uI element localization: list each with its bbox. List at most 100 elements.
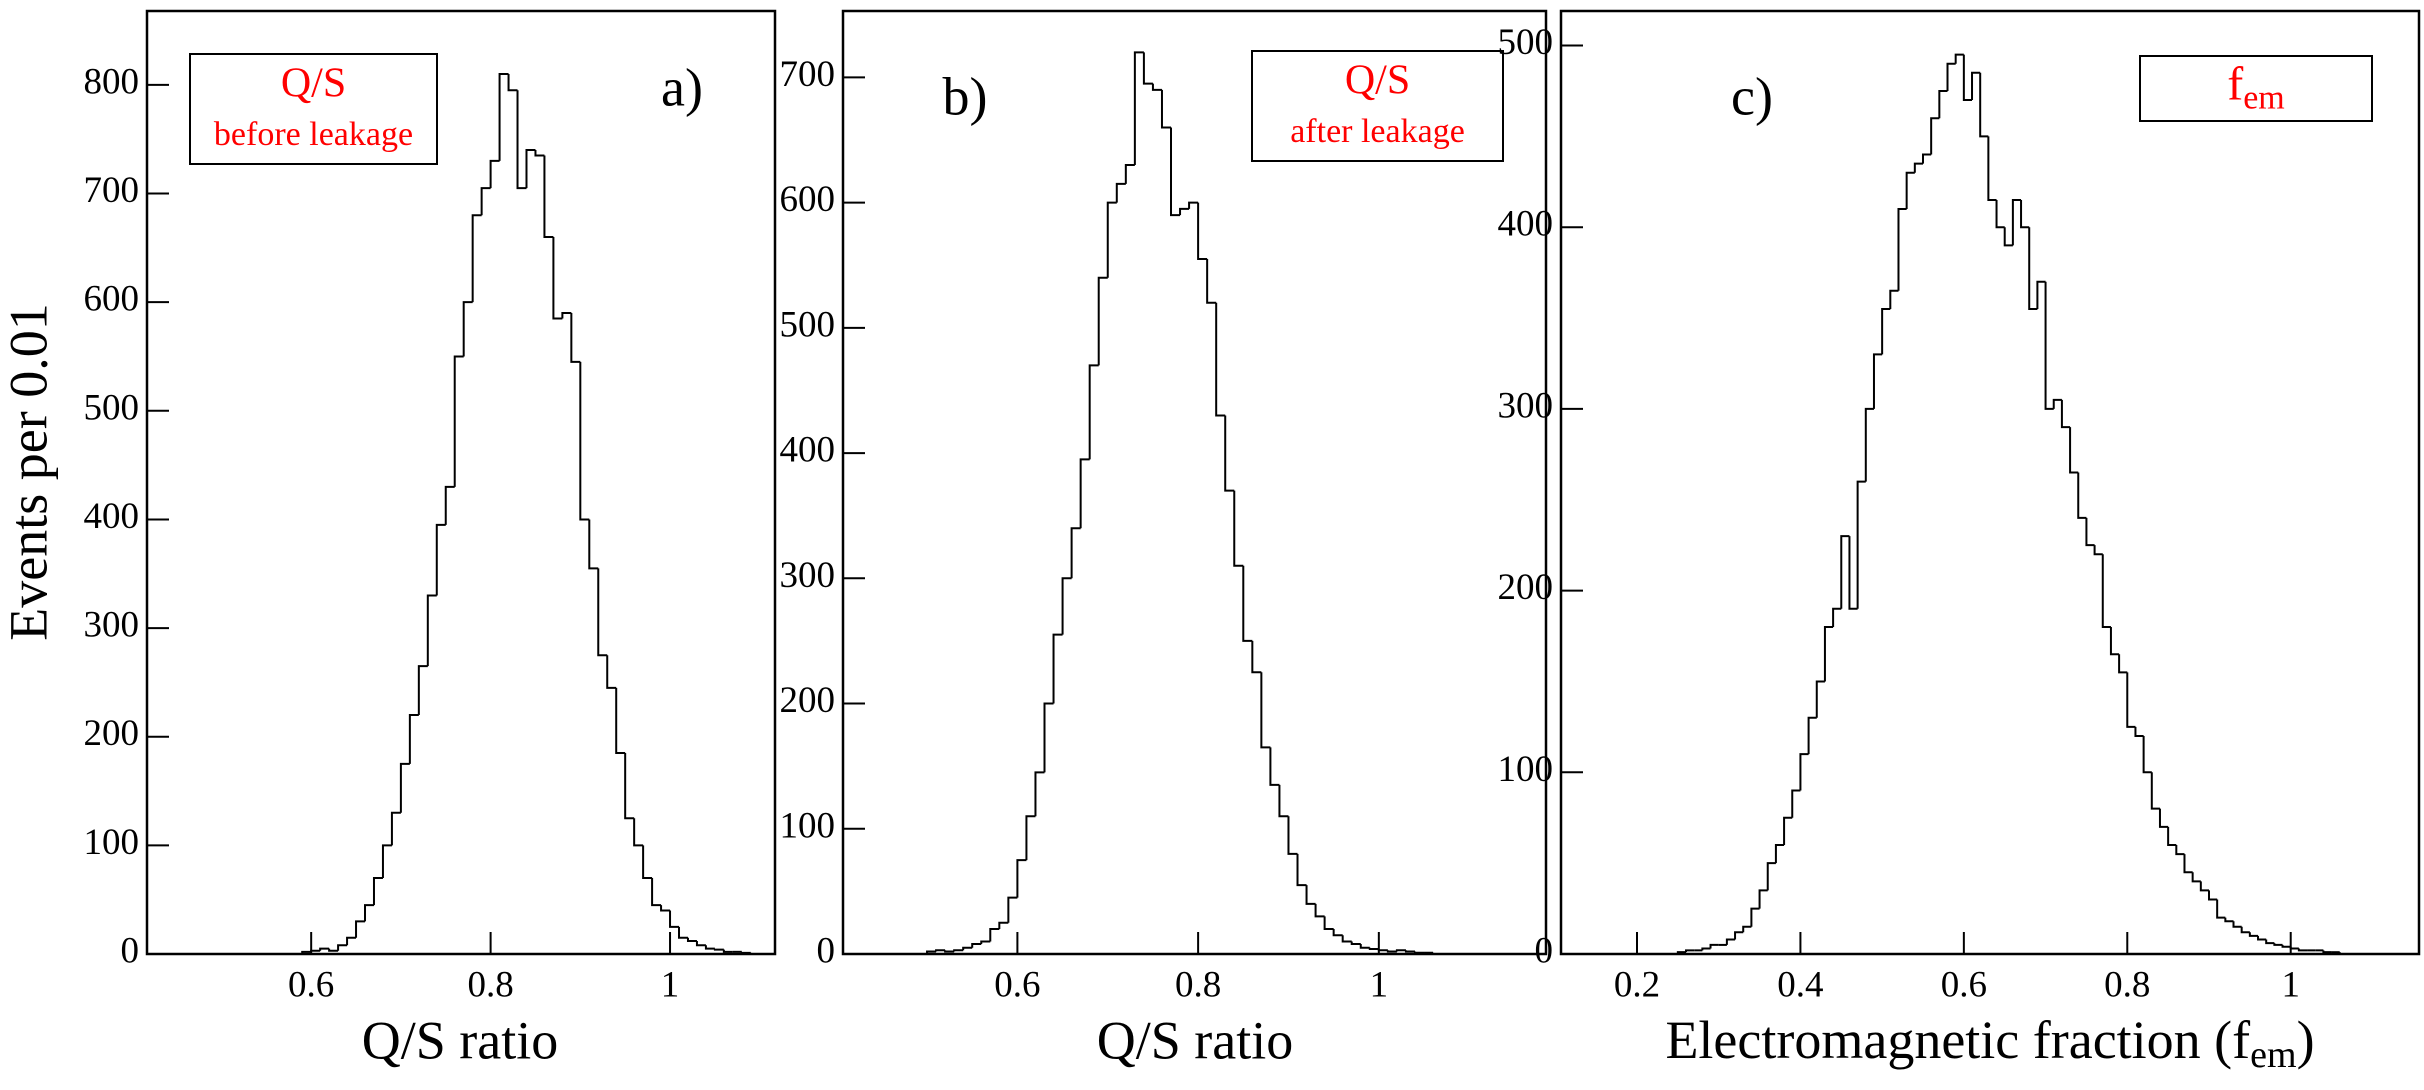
histogram-bin (1995, 199, 2005, 229)
legend-label: fem (2227, 58, 2285, 117)
histogram-bin (570, 313, 581, 363)
histogram-bin (408, 713, 419, 764)
histogram-bin (2060, 399, 2071, 429)
x-tick-label: 1 (2281, 964, 2300, 1005)
x-tick-label: 0.6 (288, 964, 334, 1005)
histogram-bin (669, 910, 680, 928)
y-tick-label: 0 (817, 930, 836, 971)
x-tick-label: 0.6 (994, 964, 1040, 1005)
x-axis-label-part: Electromagnetic fraction (f (1665, 1010, 2250, 1070)
histogram-bin (1016, 859, 1027, 898)
histogram-bin (642, 845, 653, 879)
histogram-bin (2232, 921, 2242, 928)
histogram-bin (1124, 164, 1135, 184)
histogram-bin (740, 951, 751, 954)
histogram-bin (1864, 407, 1874, 482)
histogram-bin (1070, 527, 1081, 579)
histogram-bin (1889, 289, 1899, 309)
histogram-bin (2044, 281, 2054, 410)
x-axis-label: Electromagnetic fraction (fem) (1665, 1010, 2314, 1075)
histogram-bin (1025, 815, 1036, 861)
histogram-bin (364, 904, 374, 922)
histogram-bin (1783, 816, 1793, 845)
histogram-bin (2093, 545, 2103, 556)
histogram-bin (1404, 950, 1415, 953)
plot-frame (145, 9, 777, 956)
x-axis-label: Q/S ratio (362, 1010, 559, 1070)
histogram-bin (1823, 625, 1834, 682)
histogram-bin (525, 149, 536, 189)
histogram-bin (2297, 948, 2308, 952)
x-tick-label: 0.8 (2104, 964, 2150, 1005)
histogram-bin (2101, 554, 2111, 628)
x-tick-label: 1 (1370, 964, 1389, 1005)
histogram-bin (1269, 747, 1280, 786)
y-tick-label: 100 (780, 805, 836, 846)
histogram-bin (588, 519, 599, 570)
y-tick-label: 300 (84, 605, 140, 646)
histogram-bin (2273, 943, 2283, 946)
histogram-bin (1170, 127, 1181, 217)
histogram-bin (624, 753, 635, 820)
histogram-bin (480, 187, 491, 216)
x-tick-label: 0.6 (1941, 964, 1987, 1005)
histogram-bin (962, 946, 973, 951)
histogram-bin (2118, 654, 2128, 674)
histogram-bin (355, 920, 366, 938)
y-tick-label: 400 (780, 430, 836, 471)
histogram-bin (1946, 62, 1956, 91)
y-tick-label: 100 (1498, 749, 1554, 790)
histogram-bin (435, 523, 446, 596)
x-tick-label: 0.4 (1777, 964, 1823, 1005)
x-axis-label-sub: em (2250, 1034, 2296, 1076)
y-axis-label: Events per 0.01 (0, 303, 58, 640)
histogram-bin (2142, 735, 2152, 774)
y-tick-label: 100 (84, 822, 140, 863)
histogram-bin (1332, 928, 1343, 937)
histogram-bin (1742, 925, 1752, 933)
histogram-bin (606, 655, 617, 689)
histogram-bin (1278, 784, 1289, 818)
histogram-bin (2028, 227, 2038, 310)
histogram-bin (2322, 950, 2332, 954)
histogram-bin (2207, 890, 2218, 901)
histogram-bin (1872, 353, 1883, 409)
histogram-bin (1088, 364, 1099, 460)
histogram-bin (1260, 672, 1271, 749)
histogram-bin (1807, 716, 1817, 755)
histogram-bin (1305, 885, 1316, 905)
histogram-bin (489, 159, 500, 189)
histogram-bin (1179, 207, 1190, 216)
histogram-bin (2077, 472, 2087, 519)
histogram-bin (552, 236, 563, 320)
histogram-bin (1881, 307, 1891, 355)
histogram-bin (2167, 826, 2177, 846)
histogram-bin (1799, 753, 1809, 791)
histogram-bin (1251, 640, 1262, 674)
y-tick-label: 200 (84, 713, 140, 754)
y-tick-label: 200 (1498, 567, 1554, 608)
histogram-bin (2224, 917, 2234, 923)
histogram-bin (1368, 947, 1379, 950)
plot-frame (841, 9, 1548, 956)
histogram-bin (1832, 607, 1842, 627)
histogram-bin (944, 950, 955, 953)
histogram-bin (971, 942, 982, 948)
histogram-bin (651, 877, 662, 907)
histogram-bin (1296, 853, 1307, 887)
histogram-bin (1856, 480, 1866, 609)
histogram-bin (1395, 949, 1406, 952)
histogram-bin (1954, 53, 1964, 64)
histogram-bin (2199, 881, 2209, 892)
histogram-bin (1188, 201, 1199, 209)
histogram-bin (2158, 808, 2169, 828)
histogram-bin (1432, 952, 1443, 955)
histogram-bin (1766, 862, 1776, 891)
x-axis-label: Q/S ratio (1097, 1010, 1294, 1070)
histogram-bin (417, 665, 428, 715)
histogram-bin (2003, 227, 2013, 247)
x-tick-label: 0.2 (1614, 964, 1660, 1005)
y-tick-label: 400 (1498, 204, 1554, 245)
histogram-bin (2183, 854, 2193, 874)
